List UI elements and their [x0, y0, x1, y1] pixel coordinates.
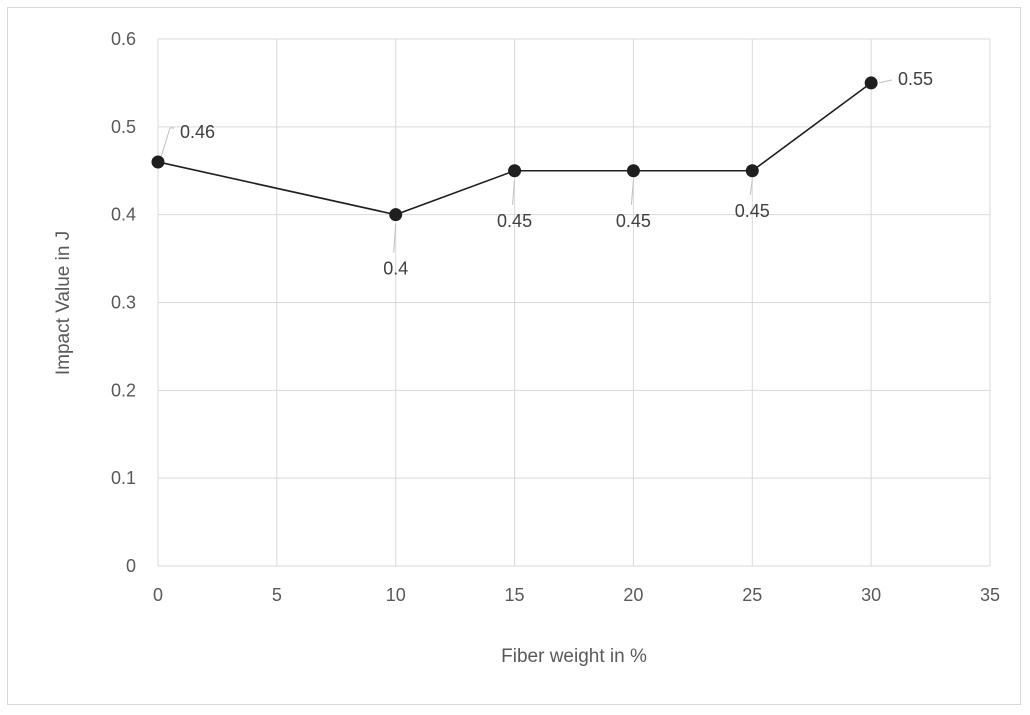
y-tick-label: 0.2 [111, 380, 136, 400]
data-label: 0.45 [616, 211, 651, 231]
data-point [151, 155, 165, 169]
data-label: 0.46 [180, 122, 215, 142]
y-tick-label: 0.1 [111, 468, 136, 488]
data-point [745, 164, 759, 178]
data-label: 0.45 [735, 201, 770, 221]
tick-labels: 0 0.1 0.2 0.3 0.4 0.5 0.6 0 5 10 15 20 25 30 35 [111, 29, 1000, 605]
label-leader [160, 127, 174, 158]
label-leader [512, 179, 516, 205]
series-line [157, 82, 872, 216]
x-tick-label: 5 [272, 585, 282, 605]
x-tick-label: 15 [505, 585, 525, 605]
x-tick-label: 10 [386, 585, 406, 605]
x-tick-label: 35 [980, 585, 1000, 605]
data-label: 0.4 [383, 259, 408, 279]
data-label: 0.45 [497, 211, 532, 231]
x-axis-title: Fiber weight in % [501, 646, 647, 667]
y-tick-label: 0.4 [111, 205, 136, 225]
gridlines [157, 38, 991, 567]
y-tick-label: 0 [126, 556, 136, 576]
label-leader [879, 79, 893, 84]
data-point [626, 164, 640, 178]
data-label: 0.55 [898, 69, 933, 89]
data-point [389, 208, 403, 222]
label-leaders [160, 79, 893, 253]
y-tick-label: 0.3 [111, 293, 136, 313]
x-tick-label: 20 [623, 585, 643, 605]
x-tick-label: 25 [742, 585, 762, 605]
data-point [508, 164, 522, 178]
series [151, 76, 878, 222]
data-point [864, 76, 878, 90]
chart-frame [7, 7, 1021, 705]
y-axis-title: Impact Value in J [53, 231, 74, 375]
label-leader [393, 223, 397, 253]
y-tick-label: 0.6 [111, 29, 136, 49]
x-tick-label: 0 [153, 585, 163, 605]
data-labels: 0.46 0.4 0.45 0.45 0.45 0.55 [180, 69, 933, 279]
label-leader [630, 179, 634, 205]
x-tick-label: 30 [861, 585, 881, 605]
y-tick-label: 0.5 [111, 117, 136, 137]
label-leader [749, 179, 753, 195]
